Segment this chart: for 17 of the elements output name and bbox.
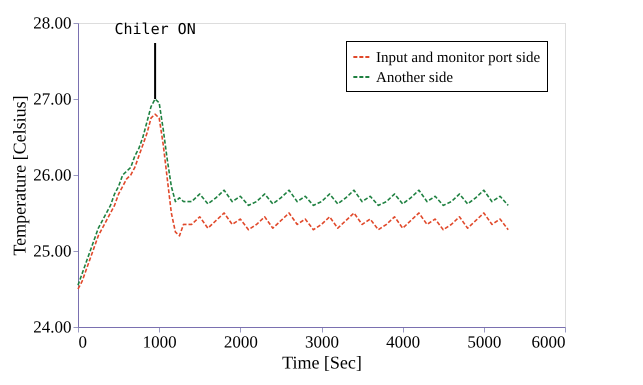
x-tick-label: 0 bbox=[78, 332, 87, 352]
x-tick-label: 2000 bbox=[224, 332, 258, 352]
x-tick-label: 4000 bbox=[386, 332, 420, 352]
annotation: Chiler ON bbox=[114, 20, 196, 38]
x-axis-title: Time [Sec] bbox=[282, 352, 362, 372]
y-tick-label: 28.00 bbox=[33, 14, 72, 32]
y-tick-label: 27.00 bbox=[33, 90, 72, 108]
y-axis-title: Temperature [Celsius] bbox=[9, 95, 30, 256]
y-tick-label: 26.00 bbox=[33, 166, 72, 184]
x-tick-label: 1000 bbox=[142, 332, 177, 352]
y-tick-label: 24.00 bbox=[33, 318, 72, 336]
x-tick-label: 3000 bbox=[305, 332, 339, 352]
y-tick-label: 25.00 bbox=[33, 242, 72, 260]
legend-label: Another side bbox=[376, 70, 454, 86]
legend-label: Input and monitor port side bbox=[376, 50, 540, 66]
x-tick-label: 5000 bbox=[467, 332, 502, 352]
x-tick-label: 6000 bbox=[532, 332, 566, 352]
